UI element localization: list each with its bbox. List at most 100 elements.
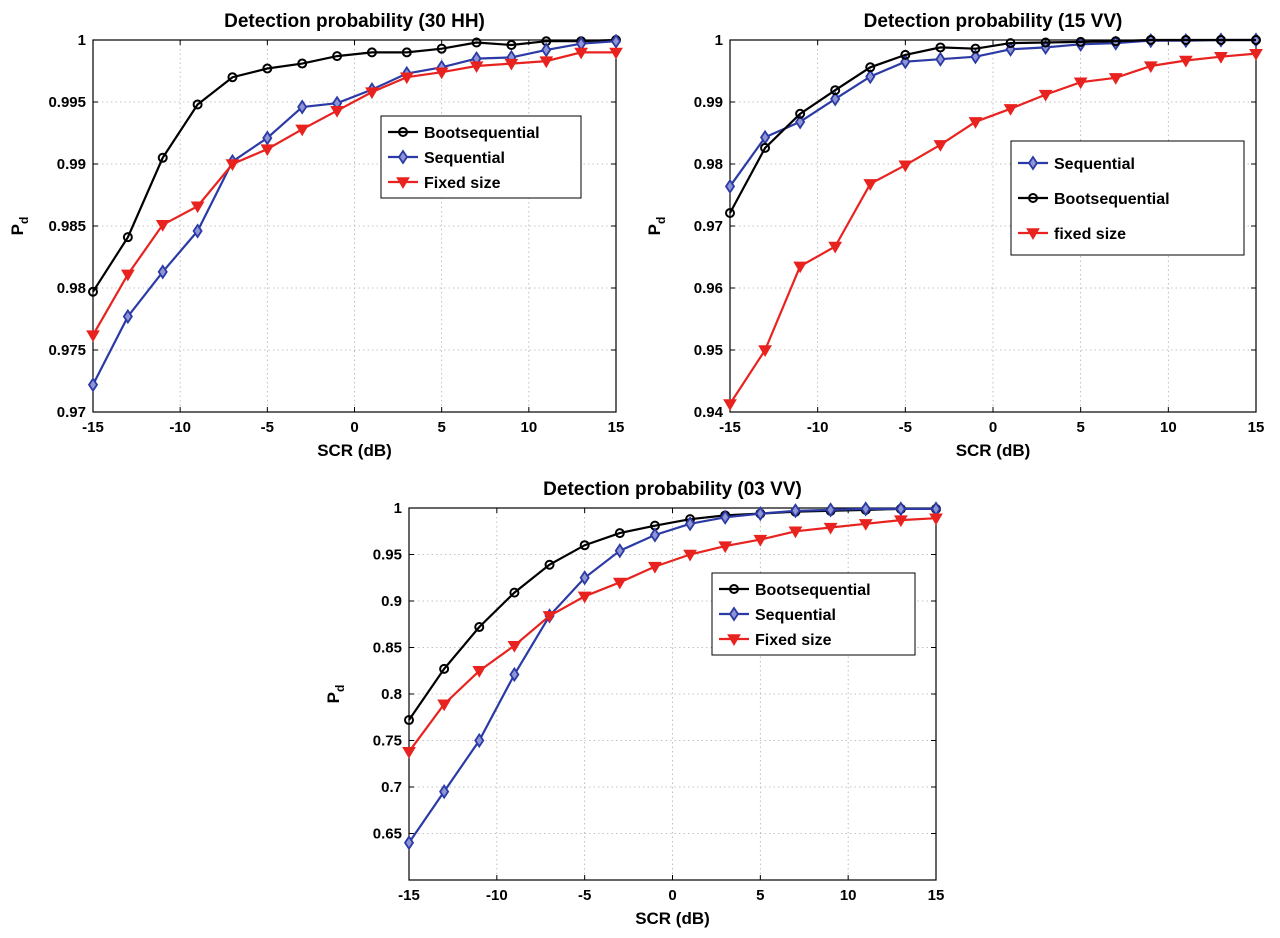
data-point <box>609 47 623 60</box>
data-point <box>933 140 948 152</box>
legend-marker <box>1027 155 1039 171</box>
data-point <box>262 63 273 74</box>
data-point <box>865 68 876 85</box>
data-point <box>469 61 484 74</box>
legend-box <box>1010 140 1245 256</box>
x-tick-label: 10 <box>520 419 537 436</box>
data-point <box>970 43 981 54</box>
x-tick-label: -10 <box>169 419 191 436</box>
data-point <box>614 543 625 559</box>
data-point <box>825 502 836 518</box>
data-point <box>155 220 170 232</box>
x-tick-label: 10 <box>840 887 857 904</box>
data-point <box>1110 36 1121 47</box>
x-tick-label: 15 <box>928 887 945 904</box>
data-point <box>1178 55 1193 68</box>
data-point <box>403 835 415 851</box>
data-point <box>893 515 908 528</box>
data-point <box>332 51 343 62</box>
legend-label: fixed size <box>1054 226 1126 243</box>
data-point <box>86 330 100 343</box>
data-point <box>542 611 557 623</box>
series-line <box>92 40 617 386</box>
legend-item: Bootsequential <box>388 125 540 142</box>
legend-marker <box>729 584 739 594</box>
chart-title: Detection probability (03 VV) <box>543 479 802 500</box>
series-line <box>408 517 937 753</box>
legend: Sequential Bootsequential fixed size <box>1010 140 1245 256</box>
data-point <box>1251 35 1261 45</box>
legend: Bootsequential Sequential Fixed size <box>380 115 582 199</box>
data-point <box>509 587 520 598</box>
data-point <box>760 142 771 153</box>
data-point <box>724 178 736 194</box>
data-point <box>935 42 946 53</box>
data-point <box>755 505 766 522</box>
legend-item: Sequential <box>1018 155 1135 173</box>
legend-marker <box>727 634 741 646</box>
data-point <box>190 201 205 214</box>
data-point <box>1180 35 1191 45</box>
y-tick-label: 1 <box>78 32 86 49</box>
series-bootsequential <box>88 35 621 297</box>
x-tick-label: 0 <box>350 419 358 436</box>
legend-item: Sequential <box>388 149 505 167</box>
series-bootsequential <box>725 35 1261 218</box>
y-tick-label: 0.97 <box>57 404 86 421</box>
data-point <box>225 159 240 171</box>
x-tick-label: 0 <box>989 419 997 436</box>
y-tick-label: 0.65 <box>373 826 402 843</box>
data-point <box>823 522 838 535</box>
y-tick-label: 0.95 <box>373 547 402 564</box>
data-point <box>574 47 589 60</box>
y-tick-label: 0.94 <box>694 404 724 421</box>
x-axis-label: SCR (dB) <box>635 909 710 928</box>
data-point <box>865 62 876 73</box>
x-axis-label: SCR (dB) <box>317 441 392 460</box>
data-point <box>858 519 873 531</box>
data-point <box>830 85 841 96</box>
series-line <box>729 52 1257 405</box>
x-tick-label: 15 <box>1248 419 1265 436</box>
x-tick-label: -15 <box>719 419 741 436</box>
y-tick-label: 0.975 <box>48 342 86 359</box>
legend-marker <box>398 127 408 137</box>
data-point <box>610 33 622 49</box>
legend-label: Sequential <box>755 607 836 624</box>
series-fixed-size <box>86 47 623 343</box>
y-tick-label: 0.985 <box>48 218 86 235</box>
legend-item: Fixed size <box>388 175 501 192</box>
data-point <box>88 286 98 297</box>
series-fixed-size <box>723 48 1263 411</box>
data-point <box>439 784 450 800</box>
y-tick-label: 0.98 <box>57 280 86 297</box>
grid <box>409 508 936 880</box>
x-tick-label: -15 <box>82 419 104 436</box>
data-point <box>795 108 806 119</box>
data-point <box>793 261 808 274</box>
data-point <box>262 130 273 146</box>
x-tick-label: -5 <box>261 419 274 436</box>
legend-label: Bootsequential <box>424 125 540 142</box>
y-axis-label: Pd <box>324 685 347 704</box>
x-tick-label: 5 <box>1076 419 1084 436</box>
y-tick-label: 0.98 <box>694 156 723 173</box>
legend-marker <box>1028 193 1038 203</box>
data-point <box>404 715 414 726</box>
data-point <box>649 527 661 543</box>
data-point <box>725 207 735 218</box>
y-tick-label: 0.75 <box>373 733 402 750</box>
data-point <box>509 666 520 683</box>
series-line <box>92 51 616 336</box>
data-point <box>122 308 133 325</box>
x-tick-label: 10 <box>1160 419 1177 436</box>
data-point <box>718 541 733 554</box>
data-point <box>683 549 697 562</box>
data-point <box>863 179 878 191</box>
data-point <box>297 99 308 115</box>
data-point <box>402 746 416 759</box>
x-tick-label: -10 <box>807 419 829 436</box>
data-point <box>474 732 485 749</box>
y-tick-label: 0.97 <box>694 218 723 235</box>
